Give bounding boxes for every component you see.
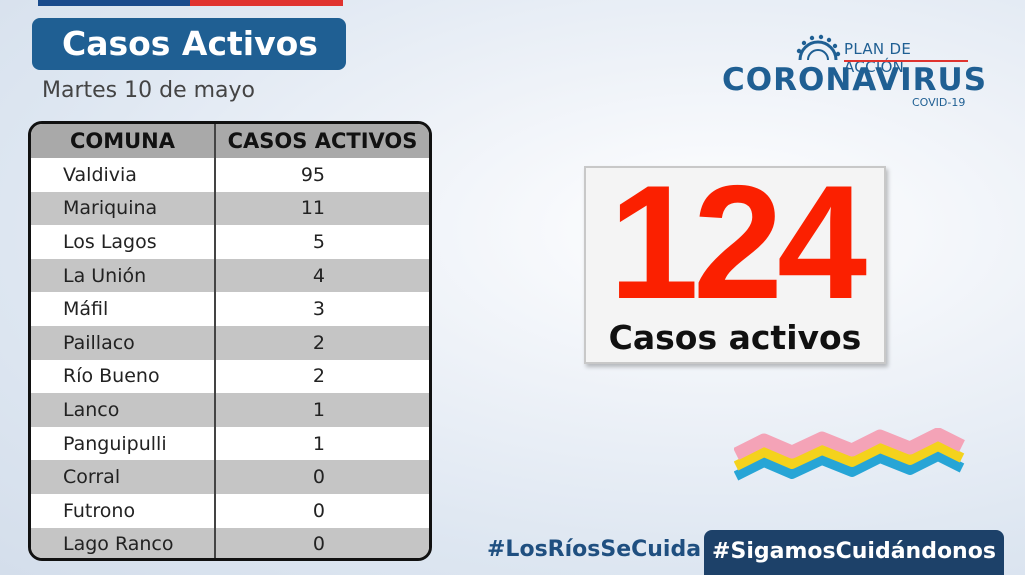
comuna-cell: Corral: [31, 460, 216, 494]
hashtag-sigamos: #SigamosCuidándonos: [704, 530, 1004, 575]
comuna-cell: Máfil: [31, 292, 216, 326]
comuna-cell: Lago Ranco: [31, 527, 216, 558]
casos-cell: 95: [215, 158, 429, 192]
casos-cell: 0: [215, 527, 429, 558]
table-row: Panguipulli 1: [31, 426, 429, 461]
table-row: Río Bueno 2: [31, 359, 429, 394]
coronavirus-plan-logo: PLAN DE ACCIÓN CORONAVIRUS COVID-19: [722, 34, 986, 114]
casos-cell: 3: [215, 292, 429, 326]
page-title: Casos Activos: [32, 18, 346, 70]
decorative-wave-icon: [734, 428, 965, 481]
stripe-blue: [38, 0, 190, 6]
table-row: Lanco 1: [31, 393, 429, 427]
stripe-red: [190, 0, 343, 6]
virus-icon: [796, 34, 841, 61]
active-cases-card: 124 Casos activos: [584, 152, 886, 364]
table-row: Corral 0: [31, 460, 429, 494]
hashtag-los-rios: #LosRíosSeCuida: [487, 537, 702, 562]
casos-cell: 0: [215, 493, 429, 528]
comuna-cell: Paillaco: [31, 325, 216, 360]
logo-main-text: CORONAVIRUS: [722, 62, 988, 98]
report-date: Martes 10 de mayo: [42, 78, 255, 103]
casos-cell: 11: [215, 191, 429, 226]
comuna-cell: Panguipulli: [31, 426, 216, 461]
logo-sub-text: COVID-19: [912, 96, 966, 109]
comuna-cell: Los Lagos: [31, 225, 216, 259]
table-row: Los Lagos 5: [31, 225, 429, 259]
casos-cell: 2: [215, 325, 429, 360]
logo-plan-text: PLAN DE ACCIÓN: [844, 40, 912, 76]
active-cases-number: 124: [608, 152, 867, 333]
table-row: Futrono 0: [31, 493, 429, 528]
table-row: Valdivia 95: [31, 158, 429, 192]
comuna-cell: Valdivia: [31, 158, 216, 192]
table-row: Lago Ranco 0: [31, 527, 429, 558]
casos-cell: 0: [215, 460, 429, 494]
table-row: Máfil 3: [31, 292, 429, 326]
column-header-comuna: COMUNA: [31, 124, 216, 158]
casos-cell: 2: [215, 359, 429, 394]
casos-cell: 1: [215, 393, 429, 427]
top-flag-stripe: [38, 0, 343, 6]
table-row: La Unión 4: [31, 258, 429, 293]
cases-table: COMUNA CASOS ACTIVOS Valdivia 95 Mariqui…: [28, 121, 432, 561]
comuna-cell: Mariquina: [31, 191, 216, 226]
comuna-cell: Río Bueno: [31, 359, 216, 394]
column-header-casos: CASOS ACTIVOS: [215, 124, 429, 158]
active-cases-label: Casos activos: [608, 318, 862, 357]
comuna-cell: Futrono: [31, 493, 216, 528]
table-row: Mariquina 11: [31, 191, 429, 226]
casos-cell: 1: [215, 426, 429, 461]
logo-divider: [844, 60, 968, 62]
comuna-cell: La Unión: [31, 258, 216, 293]
comuna-cell: Lanco: [31, 393, 216, 427]
table-header-row: COMUNA CASOS ACTIVOS: [31, 124, 429, 158]
casos-cell: 4: [215, 258, 429, 293]
table-row: Paillaco 2: [31, 325, 429, 360]
casos-cell: 5: [215, 225, 429, 259]
